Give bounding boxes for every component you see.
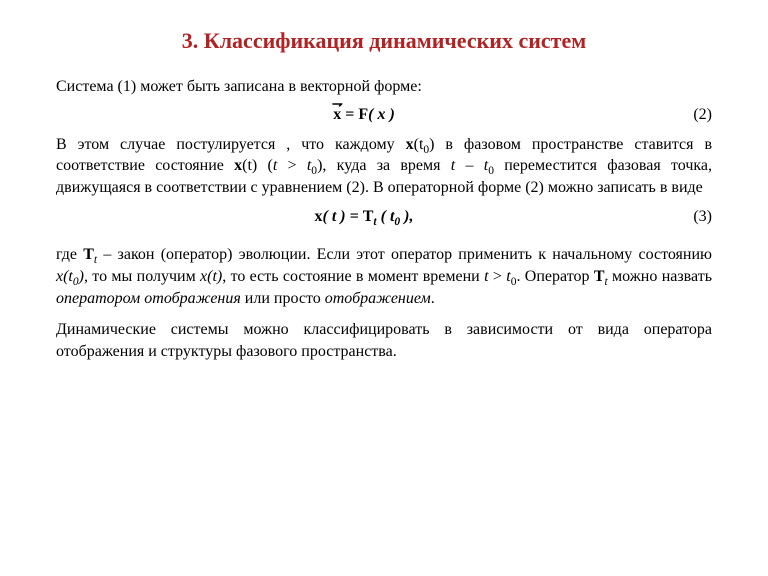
vector-dot-icon: ⇁ bbox=[332, 97, 343, 112]
p3-h: . bbox=[431, 290, 435, 307]
p3-b: – закон (оператор) эволюции. Если этот о… bbox=[97, 246, 712, 263]
p2-minus: – bbox=[455, 157, 484, 174]
p2-text-a: В этом случае постулируется , что каждом… bbox=[56, 136, 406, 153]
eq2-equals: = bbox=[341, 106, 358, 123]
equation-2-row: x⇁ = F( x ) (2) bbox=[56, 106, 712, 124]
eq3-T: T bbox=[363, 208, 374, 225]
p3-f: можно назвать bbox=[608, 268, 712, 285]
p3-gt: > bbox=[489, 268, 507, 285]
p3-ital-2: отображением bbox=[325, 290, 431, 307]
equation-3: x( t ) = Tt ( t0 ), bbox=[56, 208, 672, 226]
equation-3-number: (3) bbox=[672, 208, 712, 226]
p3-a: где bbox=[56, 246, 83, 263]
p3-T2: T bbox=[594, 268, 605, 285]
p2-xt0-arg: (t bbox=[414, 136, 424, 153]
p3-xt0: x(t bbox=[56, 268, 73, 285]
eq3-x: x bbox=[315, 208, 323, 225]
eq3-args-close: ), bbox=[400, 208, 413, 225]
page-title: 3. Классификация динамических систем bbox=[56, 28, 712, 54]
p2-gt: > bbox=[277, 157, 307, 174]
p2-x: x bbox=[406, 136, 414, 153]
paragraph-3: где Tt – закон (оператор) эволюции. Если… bbox=[56, 244, 712, 309]
p2-xt-arg: (t) bbox=[242, 157, 257, 174]
p3-g: или просто bbox=[241, 290, 325, 307]
p3-xt: x(t) bbox=[200, 268, 222, 285]
p2-text-c: ( bbox=[257, 157, 273, 174]
p3-c: , то мы получим bbox=[84, 268, 200, 285]
p2-xt-bold: x bbox=[234, 157, 242, 174]
equation-2-number: (2) bbox=[672, 106, 712, 124]
p3-d: , то есть состояние в момент времени bbox=[222, 268, 484, 285]
paragraph-2: В этом случае постулируется , что каждом… bbox=[56, 134, 712, 199]
equation-2: x⇁ = F( x ) bbox=[56, 106, 672, 124]
eq2-arg: ( x ) bbox=[368, 106, 395, 123]
p2-text-d: ), куда за время bbox=[317, 157, 451, 174]
p3-T: T bbox=[83, 246, 94, 263]
equation-3-row: x( t ) = Tt ( t0 ), (3) bbox=[56, 208, 712, 226]
paragraph-1: Система (1) может быть записана в вектор… bbox=[56, 76, 712, 98]
paragraph-4: Динамические системы можно классифициров… bbox=[56, 319, 712, 362]
p3-e: . Оператор bbox=[516, 268, 593, 285]
eq2-F: F bbox=[358, 106, 368, 123]
eq3-args: ( t bbox=[377, 208, 395, 225]
eq3-lhs-arg: ( t ) = bbox=[323, 208, 363, 225]
p3-ital-1: оператором отображения bbox=[56, 290, 241, 307]
